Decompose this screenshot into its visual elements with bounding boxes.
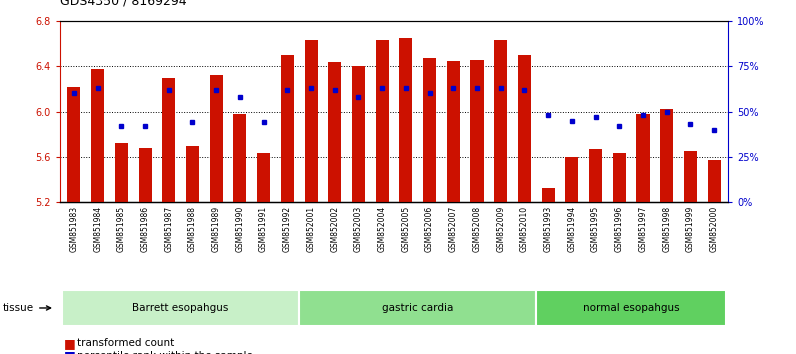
Bar — [660, 109, 673, 202]
Bar — [613, 153, 626, 202]
Text: GSM851991: GSM851991 — [259, 206, 268, 252]
Bar — [68, 87, 80, 202]
Text: transformed count: transformed count — [77, 338, 174, 348]
Bar — [537, 290, 726, 326]
Bar — [708, 160, 720, 202]
Text: GSM851996: GSM851996 — [615, 206, 624, 252]
Bar — [281, 55, 294, 202]
Bar — [62, 290, 299, 326]
Bar — [233, 114, 247, 202]
Bar — [423, 58, 436, 202]
Bar — [589, 149, 602, 202]
Text: GSM851995: GSM851995 — [591, 206, 600, 252]
Text: tissue: tissue — [3, 303, 51, 313]
Text: GSM851999: GSM851999 — [686, 206, 695, 252]
Text: GSM852010: GSM852010 — [520, 206, 529, 252]
Text: GSM851997: GSM851997 — [638, 206, 647, 252]
Bar — [518, 55, 531, 202]
Text: GSM851998: GSM851998 — [662, 206, 671, 252]
Text: ■: ■ — [64, 337, 76, 350]
Text: GSM852000: GSM852000 — [709, 206, 719, 252]
Text: GSM851986: GSM851986 — [141, 206, 150, 252]
Bar — [139, 148, 151, 202]
Bar — [541, 188, 555, 202]
Text: GSM852006: GSM852006 — [425, 206, 434, 252]
Text: GSM852009: GSM852009 — [496, 206, 505, 252]
Text: GSM851993: GSM851993 — [544, 206, 552, 252]
Text: GSM851989: GSM851989 — [212, 206, 220, 252]
Text: GSM852007: GSM852007 — [449, 206, 458, 252]
Bar — [684, 151, 697, 202]
Bar — [209, 75, 223, 202]
Bar — [162, 78, 175, 202]
Text: GSM851990: GSM851990 — [236, 206, 244, 252]
Bar — [565, 157, 579, 202]
Text: GSM851983: GSM851983 — [69, 206, 79, 252]
Text: GSM852004: GSM852004 — [377, 206, 387, 252]
Bar — [400, 38, 412, 202]
Bar — [470, 59, 483, 202]
Bar — [91, 69, 104, 202]
Text: GSM851987: GSM851987 — [164, 206, 174, 252]
Bar — [305, 40, 318, 202]
Bar — [115, 143, 128, 202]
Text: GSM852001: GSM852001 — [306, 206, 315, 252]
Text: gastric cardia: gastric cardia — [382, 303, 454, 313]
Text: GSM852008: GSM852008 — [473, 206, 482, 252]
Text: GSM851985: GSM851985 — [117, 206, 126, 252]
Bar — [352, 66, 365, 202]
Bar — [637, 114, 650, 202]
Text: percentile rank within the sample: percentile rank within the sample — [77, 351, 253, 354]
Text: GSM851984: GSM851984 — [93, 206, 102, 252]
Text: ■: ■ — [64, 349, 76, 354]
Text: GSM852002: GSM852002 — [330, 206, 339, 252]
Text: GSM851988: GSM851988 — [188, 206, 197, 252]
Text: GSM851994: GSM851994 — [568, 206, 576, 252]
Text: GSM851992: GSM851992 — [283, 206, 292, 252]
Text: GSM852003: GSM852003 — [354, 206, 363, 252]
Bar — [257, 153, 270, 202]
Text: GDS4350 / 8169294: GDS4350 / 8169294 — [60, 0, 186, 7]
Bar — [299, 290, 537, 326]
Text: normal esopahgus: normal esopahgus — [583, 303, 680, 313]
Bar — [494, 40, 507, 202]
Text: GSM852005: GSM852005 — [401, 206, 411, 252]
Bar — [328, 62, 341, 202]
Bar — [447, 61, 460, 202]
Text: Barrett esopahgus: Barrett esopahgus — [132, 303, 228, 313]
Bar — [186, 147, 199, 202]
Bar — [376, 40, 388, 202]
